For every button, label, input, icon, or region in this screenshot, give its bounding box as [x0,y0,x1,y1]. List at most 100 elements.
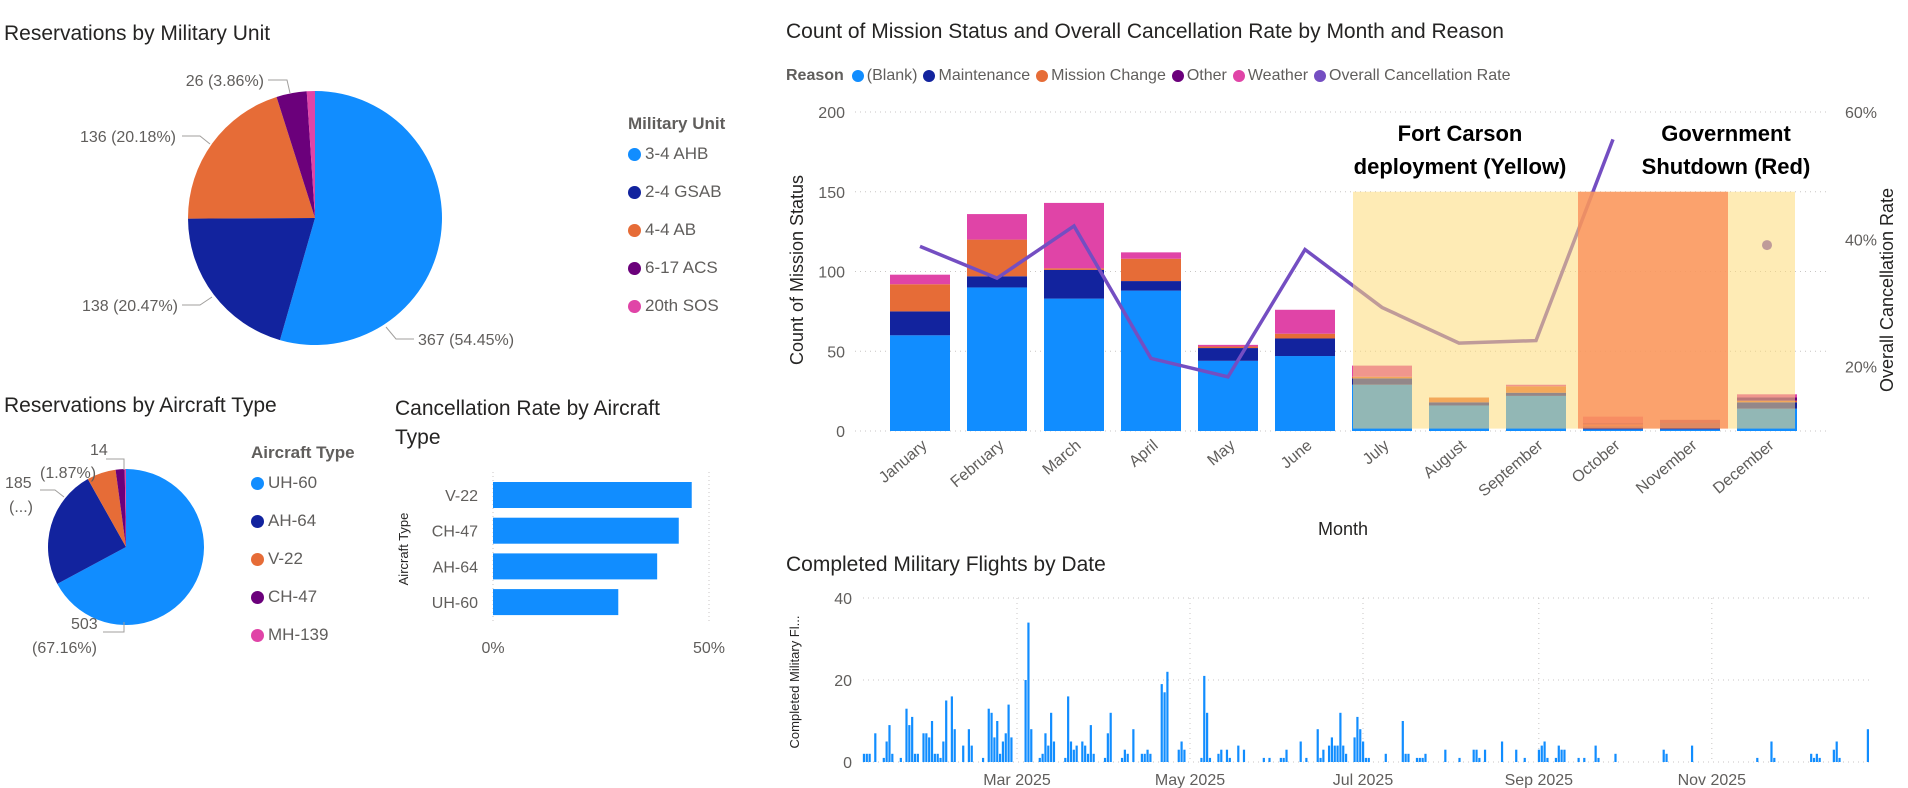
legend-label: UH-60 [268,473,318,492]
legend-item-20th-sos[interactable]: 20th SOS [628,294,725,318]
bar-segment-blank-february [967,287,1027,431]
y-tick-label: 0 [836,424,845,441]
y-tick-label: 150 [818,185,845,202]
pie-slice-uh-60 [57,469,205,626]
legend-item-4-4-ab[interactable]: 4-4 AB [628,218,725,242]
flight-bar [868,753,871,762]
legend-item-3-4-ahb[interactable]: 3-4 AHB [628,142,725,166]
legend-item-2-4-gsab[interactable]: 2-4 GSAB [628,180,725,204]
bar-segment-weather-march [1044,202,1104,269]
flight-bar [1140,753,1143,762]
x-tick-label: Sep 2025 [1505,772,1574,788]
flight-bar [1810,753,1813,762]
flight-bar [1424,753,1427,762]
x-tick-label-july: July [1360,437,1393,468]
legend-dot-icon [1314,70,1327,82]
flight-bar [862,753,866,762]
flight-bar [1285,749,1288,762]
legend-label: MH-139 [268,625,329,644]
flight-bar [1773,757,1776,762]
legend-label: 3-4 AHB [645,144,709,163]
legend-item-ah-64[interactable]: AH-64 [251,509,355,533]
legend-label: Other [1186,67,1227,84]
flight-bar [922,733,925,762]
flight-bar [1069,741,1073,762]
bar-segment-mission-change-may [1198,346,1258,349]
legend-dot-icon [628,147,641,161]
y-tick-label: 100 [818,265,845,282]
pie-slice-v-22 [87,469,126,547]
flight-bar [1177,749,1180,762]
aircraft-pie [47,469,205,626]
legend-item-uh-60[interactable]: UH-60 [251,471,355,495]
legend-dot-icon [251,590,264,604]
legend-item-blank[interactable]: (Blank) [851,67,917,85]
legend-item-overall-cancellation-rate[interactable]: Overall Cancellation Rate [1314,67,1510,85]
flight-bar [1563,749,1566,762]
highlight-fort-carson [1353,191,1795,429]
flight-bar [1126,753,1129,762]
aircraft-label-ch47-count: 14 [90,442,108,459]
bar-segment-maintenance-june [1275,338,1335,357]
legend-item-mission-change[interactable]: Mission Change [1036,67,1166,85]
flight-bar [1120,757,1124,762]
unit-pie [187,91,442,346]
legend-item-maintenance[interactable]: Maintenance [923,67,1030,85]
flight-bar [1384,753,1387,762]
bar-segment-weather-april [1121,252,1181,259]
main-chart-title: Count of Mission Status and Overall Canc… [786,20,1504,43]
x-tick-label: May 2025 [1155,772,1225,788]
y-axis-title: Aircraft Type [396,513,411,586]
flight-bar [885,741,888,762]
flight-bar [1342,745,1345,762]
flight-bar [1401,721,1404,762]
x-tick-label-may: May [1204,437,1238,469]
flight-bar [1475,749,1478,762]
legend-item-other[interactable]: Other [1171,67,1227,85]
flight-bar [936,753,939,762]
legend-label: Mission Change [1051,67,1166,84]
bar-segment-maintenance-january [890,311,950,336]
cancel-bar-title-line1: Cancellation Rate by Aircraft [395,397,660,420]
legend-label: 4-4 AB [645,220,697,239]
legend-dot-icon [628,299,641,313]
flight-bar [1027,622,1030,762]
flight-bar [1064,757,1067,762]
legend-item-v-22[interactable]: V-22 [251,547,355,571]
flight-bar [1081,741,1084,762]
flight-bar [998,753,1002,762]
flight-bar [1220,749,1223,762]
legend-label: 20th SOS [645,296,719,315]
legend-item-6-17-acs[interactable]: 6-17 ACS [628,256,725,280]
legend-dot-icon [251,552,264,566]
flight-bar [1206,712,1209,762]
bar-ah-64 [493,553,658,580]
flight-bar [1515,749,1518,762]
flight-bar [1217,753,1220,762]
flight-bar [1180,741,1183,762]
legend-dot-icon [251,628,264,642]
flight-bar [1001,741,1005,762]
flight-bar [1415,757,1419,762]
flight-bar [1557,745,1560,762]
flight-bar [1483,749,1487,762]
x-tick-label: 50% [693,640,725,657]
category-label-uh-60: UH-60 [432,595,478,612]
legend-item-weather[interactable]: Weather [1232,67,1308,85]
flight-bar [1052,741,1056,762]
flight-bar [962,745,965,762]
flight-bar [1665,753,1668,762]
bar-v-22 [493,482,692,508]
flight-bar [1200,757,1203,762]
y-tick-label: 40 [834,591,852,608]
flight-bar [1812,757,1816,762]
flight-bar [1047,745,1050,762]
cancel-bar-title: Cancellation Rate by Aircraft Type [395,394,660,452]
flight-bar [1336,745,1339,762]
legend-item-mh-139[interactable]: MH-139 [251,623,355,647]
flight-bar [1237,745,1240,762]
flight-bar [1149,753,1152,762]
legend-item-ch-47[interactable]: CH-47 [251,585,355,609]
x-tick-label: Mar 2025 [983,772,1051,788]
